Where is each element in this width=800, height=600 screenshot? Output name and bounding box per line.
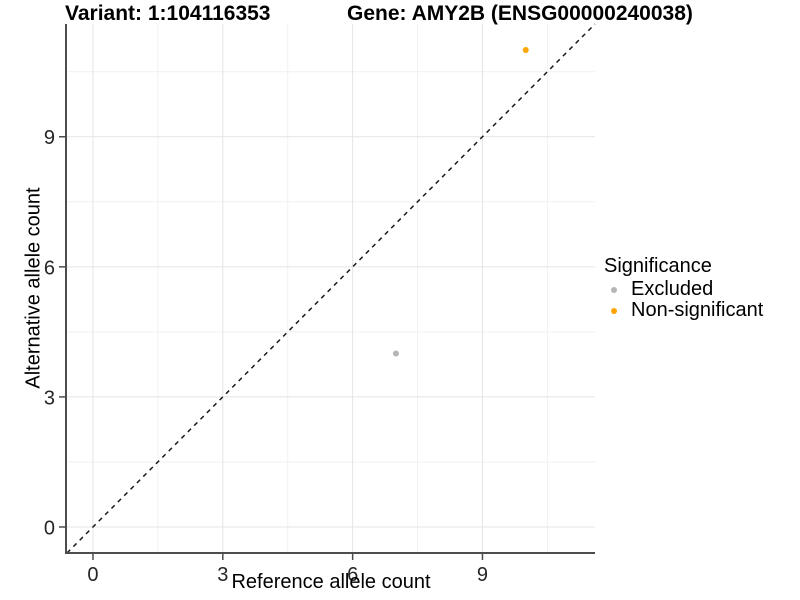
- x-tick-label: 3: [217, 564, 228, 586]
- x-axis-title: Reference allele count: [231, 571, 431, 593]
- legend-item-excluded: Excluded: [604, 278, 763, 300]
- x-tick-label: 0: [87, 564, 98, 586]
- y-tick-label: 9: [44, 127, 55, 149]
- y-tick-label: 0: [44, 517, 55, 539]
- legend-label-excluded: Excluded: [631, 278, 714, 300]
- plot-title-gene: Gene: AMY2B (ENSG00000240038): [347, 2, 693, 25]
- legend-swatch-non-significant-icon: [611, 307, 617, 314]
- x-tick-label: 6: [347, 564, 358, 586]
- data-point-excluded: [392, 350, 399, 357]
- identity-dashed-line: [66, 23, 596, 554]
- legend-item-non-significant: Non-significant: [604, 299, 764, 321]
- legend-title: Significance: [604, 255, 712, 277]
- y-tick-label: 3: [44, 387, 55, 409]
- legend: Significance Excluded Non-significant: [604, 254, 763, 321]
- legend-label-non-significant: Non-significant: [631, 299, 764, 321]
- y-tick-label: 6: [44, 257, 55, 279]
- data-point-non-significant: [522, 47, 529, 54]
- x-tick-label: 9: [477, 564, 488, 586]
- legend-swatch-excluded-icon: [611, 286, 617, 293]
- plot-title-variant: Variant: 1:104116353: [65, 2, 271, 25]
